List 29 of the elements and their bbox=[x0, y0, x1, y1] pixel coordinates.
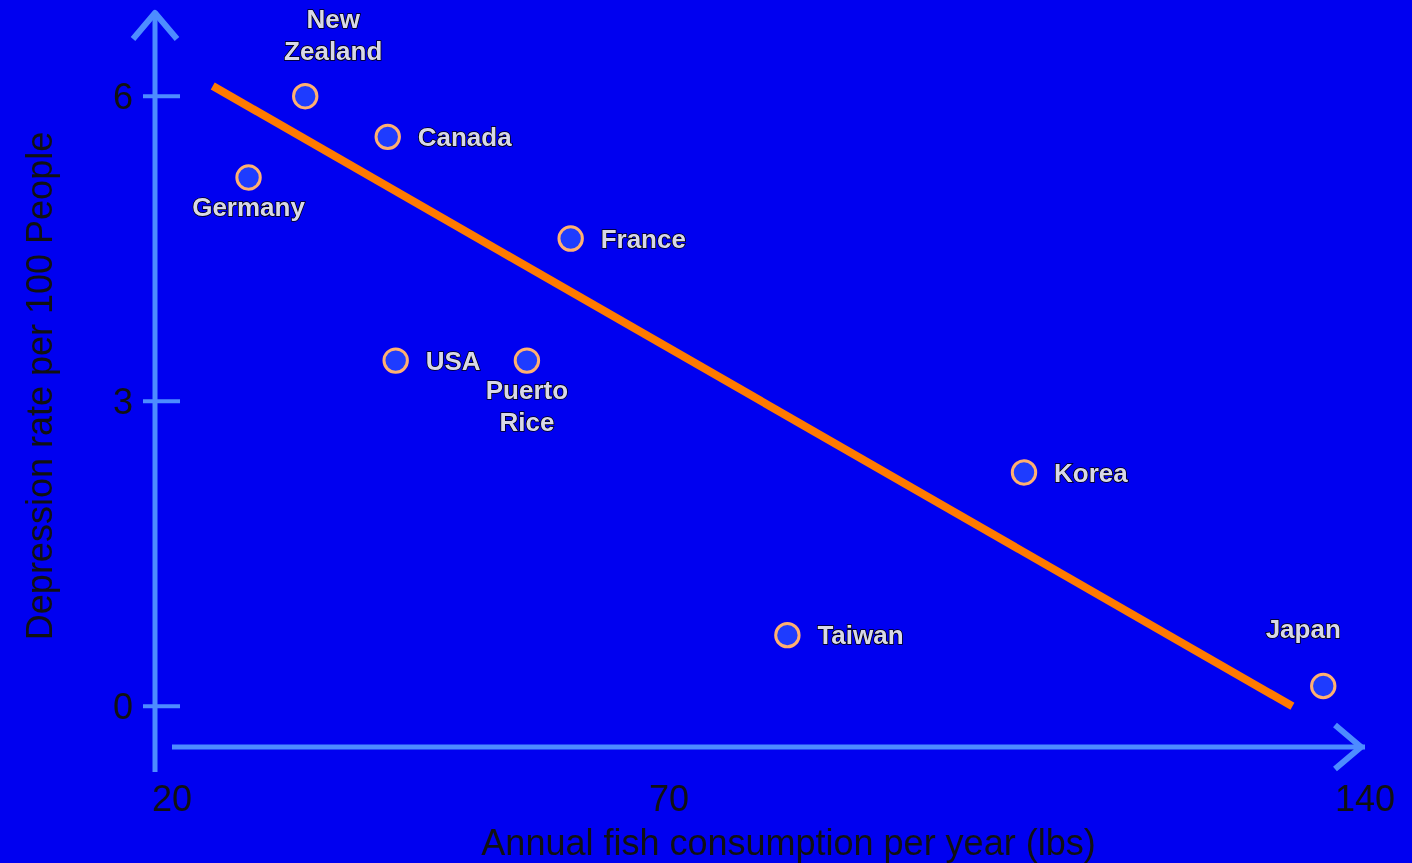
point bbox=[374, 123, 401, 151]
point bbox=[557, 225, 584, 252]
x-tick-label: 140 bbox=[1334, 778, 1396, 819]
tick-mark: 6 bbox=[112, 75, 180, 117]
x-axis-title: Annual fish consumption per year (lbs) bbox=[481, 822, 1096, 863]
annotation: Germany bbox=[192, 191, 306, 222]
annotation: Japan bbox=[1265, 613, 1341, 644]
x-tick-label: 20 bbox=[151, 778, 193, 819]
annotation: Canada bbox=[417, 121, 513, 152]
point bbox=[774, 621, 801, 649]
point bbox=[235, 164, 262, 191]
annotation: Korea bbox=[1054, 457, 1129, 488]
y-tick-label: 6 bbox=[112, 75, 133, 117]
point bbox=[382, 347, 409, 374]
point bbox=[513, 347, 541, 374]
point bbox=[292, 83, 319, 110]
y-axis-title: Depression rate per 100 People bbox=[19, 131, 60, 641]
point bbox=[1010, 459, 1038, 486]
annotation: France bbox=[600, 223, 686, 254]
annotation: USA bbox=[425, 345, 481, 376]
y-tick-label: 0 bbox=[112, 685, 133, 727]
annotation: Puerto Rice bbox=[485, 374, 569, 437]
annotation: New Zealand bbox=[284, 4, 383, 67]
point bbox=[1310, 672, 1337, 700]
y-tick-label: 3 bbox=[112, 380, 133, 422]
tick-mark: 3 bbox=[112, 380, 180, 422]
x-tick-label: 70 bbox=[649, 778, 690, 819]
annotation: Taiwan bbox=[817, 620, 904, 651]
tick-mark: 0 bbox=[112, 685, 180, 727]
